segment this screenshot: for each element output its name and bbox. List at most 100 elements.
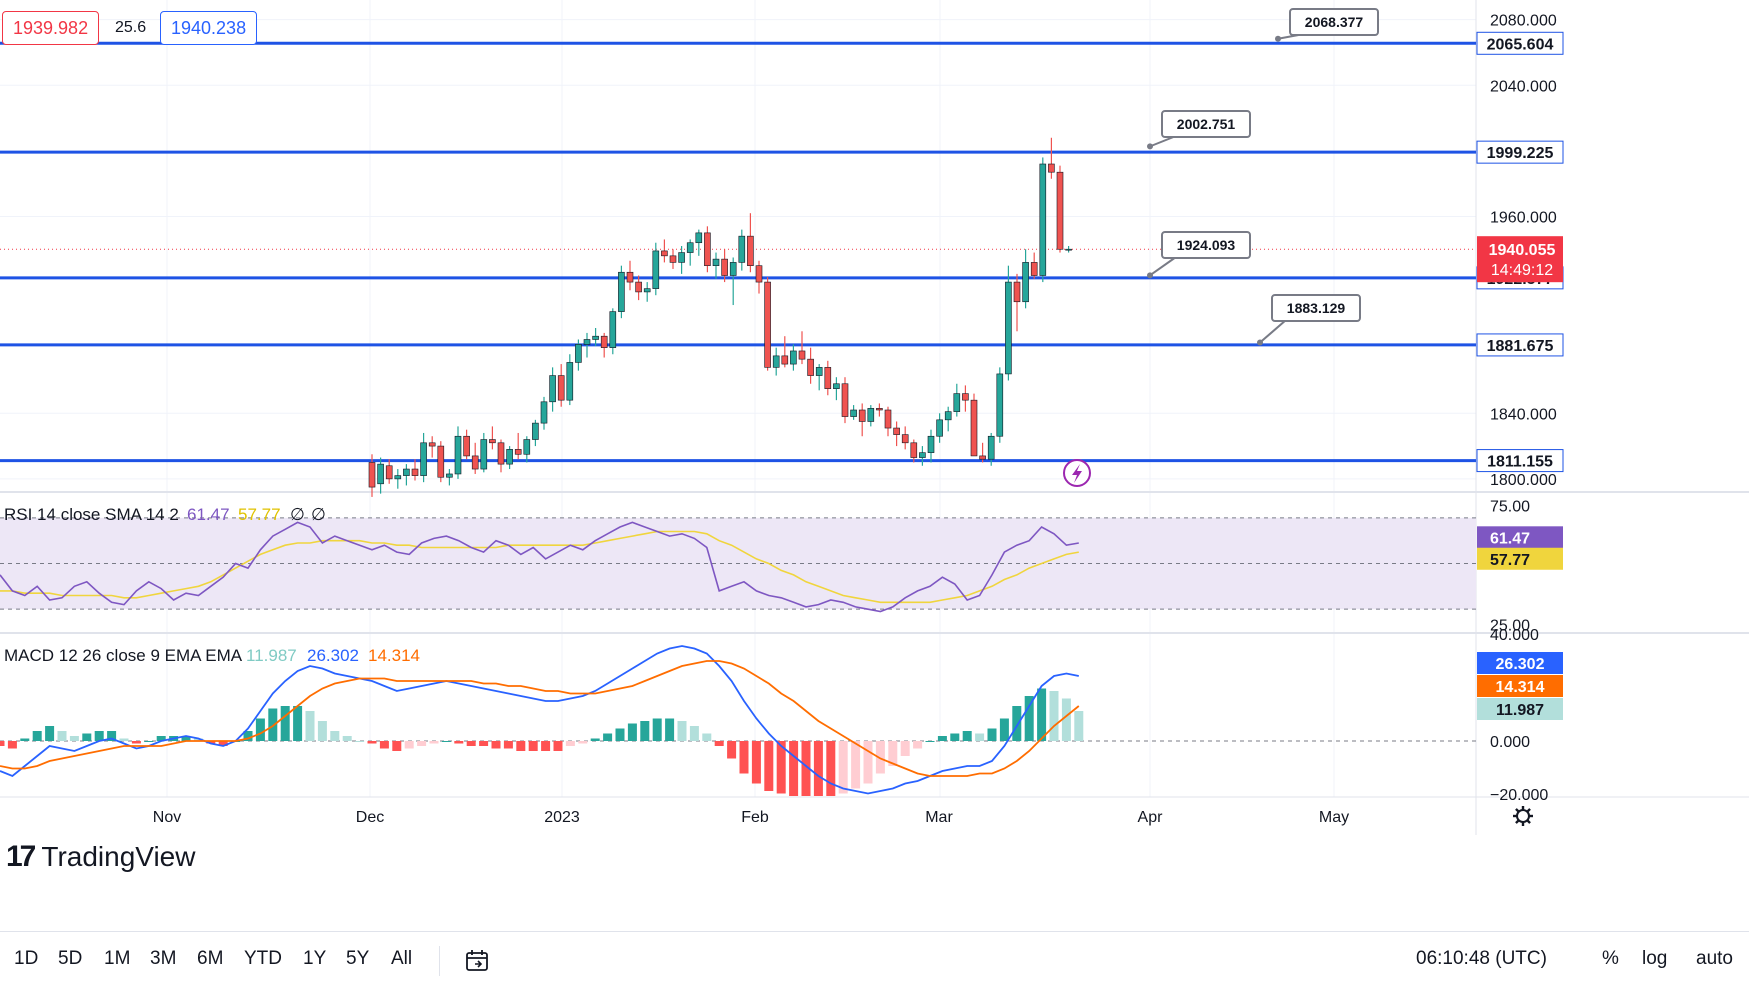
candle-body[interactable]	[532, 422, 539, 440]
candle-body[interactable]	[927, 435, 935, 453]
candle-body[interactable]	[1039, 163, 1047, 276]
candle-body[interactable]	[669, 255, 677, 263]
candle-body[interactable]	[446, 473, 453, 478]
candle-body[interactable]	[609, 311, 617, 348]
candle-body[interactable]	[850, 409, 857, 417]
candle-body[interactable]	[583, 339, 591, 345]
candle-body[interactable]	[953, 393, 961, 412]
candle-body[interactable]	[566, 362, 574, 401]
candle-body[interactable]	[523, 439, 531, 455]
candle-body[interactable]	[437, 445, 445, 478]
candle-body[interactable]	[686, 242, 694, 253]
candle-body[interactable]	[626, 271, 634, 283]
candle-body[interactable]	[678, 252, 685, 263]
chart-canvas[interactable]: 2080.000 2040.000 1960.000 1840.000 1800.000…	[0, 0, 1749, 931]
timeframe-5d[interactable]: 5D	[58, 948, 83, 969]
tradingview-logo[interactable]: 17 TradingView	[6, 840, 195, 874]
candle-body[interactable]	[815, 367, 823, 376]
candle-body[interactable]	[747, 235, 754, 266]
candle-body[interactable]	[411, 468, 419, 476]
candle-body[interactable]	[592, 335, 599, 340]
candle-body[interactable]	[403, 468, 410, 476]
log-scale-toggle[interactable]: log	[1642, 948, 1668, 969]
candle-body[interactable]	[1022, 262, 1029, 303]
candle-body[interactable]	[695, 232, 703, 244]
candle-body[interactable]	[549, 375, 556, 403]
candle-body[interactable]	[661, 250, 668, 257]
candle-body[interactable]	[1048, 163, 1055, 173]
candle-body[interactable]	[480, 439, 488, 470]
timeframe-3m[interactable]: 3M	[150, 948, 177, 969]
candle-body[interactable]	[919, 452, 926, 458]
candle-body[interactable]	[471, 455, 479, 470]
candle-body[interactable]	[738, 235, 746, 263]
candle-body[interactable]	[798, 350, 806, 360]
candle-body[interactable]	[867, 408, 875, 422]
candle-body[interactable]	[704, 232, 711, 266]
auto-scale-toggle[interactable]: auto	[1696, 948, 1733, 969]
timeframe-5y[interactable]: 5Y	[346, 948, 370, 969]
candle-body[interactable]	[1005, 281, 1012, 375]
candle-body[interactable]	[489, 439, 496, 444]
candle-body[interactable]	[506, 449, 513, 465]
candle-body[interactable]	[858, 409, 866, 422]
candle-body[interactable]	[790, 350, 797, 365]
candle-body[interactable]	[712, 258, 720, 266]
candle-body[interactable]	[824, 367, 832, 389]
candle-body[interactable]	[1065, 248, 1072, 251]
candle-body[interactable]	[979, 455, 986, 460]
bid-price-box[interactable]: 1939.982	[2, 11, 100, 45]
candle-body[interactable]	[463, 435, 470, 457]
candle-body[interactable]	[514, 449, 522, 455]
candle-body[interactable]	[368, 462, 376, 488]
candle-body[interactable]	[781, 355, 789, 365]
candle-body[interactable]	[454, 435, 462, 475]
candle-body[interactable]	[377, 463, 384, 485]
candle-body[interactable]	[833, 383, 840, 389]
candle-body[interactable]	[540, 401, 548, 424]
callout-box[interactable]	[1161, 110, 1251, 138]
calendar-range-icon[interactable]	[465, 949, 491, 973]
candle-body[interactable]	[557, 375, 565, 401]
timeframe-all[interactable]: All	[391, 948, 413, 969]
candle-body[interactable]	[1013, 281, 1021, 303]
candle-body[interactable]	[575, 344, 582, 363]
candle-body[interactable]	[841, 383, 849, 417]
candle-body[interactable]	[385, 465, 393, 480]
candle-body[interactable]	[970, 399, 978, 457]
ask-price-box[interactable]: 1940.238	[160, 11, 258, 45]
candle-body[interactable]	[884, 409, 892, 429]
candle-body[interactable]	[996, 373, 1004, 437]
candle-body[interactable]	[428, 442, 436, 447]
utc-clock[interactable]: 06:10:48 (UTC)	[1416, 948, 1547, 969]
candle-body[interactable]	[962, 393, 969, 401]
candle-body[interactable]	[618, 271, 625, 312]
timeframe-6m[interactable]: 6M	[197, 948, 224, 969]
candle-body[interactable]	[420, 442, 427, 476]
candle-body[interactable]	[600, 335, 608, 348]
callout-box[interactable]	[1271, 294, 1361, 322]
timeframe-1m[interactable]: 1M	[104, 948, 131, 969]
candle-body[interactable]	[755, 265, 763, 283]
candle-body[interactable]	[987, 435, 995, 460]
candle-body[interactable]	[1056, 171, 1064, 250]
candle-body[interactable]	[876, 408, 883, 411]
candle-body[interactable]	[910, 442, 918, 458]
timeframe-1d[interactable]: 1D	[14, 948, 39, 969]
candle-body[interactable]	[394, 475, 402, 480]
callout-box[interactable]	[1161, 231, 1251, 259]
candle-body[interactable]	[901, 434, 909, 444]
candle-body[interactable]	[893, 427, 900, 435]
candle-body[interactable]	[497, 442, 505, 465]
candle-body[interactable]	[1030, 262, 1038, 276]
candle-body[interactable]	[772, 355, 780, 368]
percent-scale-toggle[interactable]: %	[1602, 948, 1619, 969]
timeframe-1y[interactable]: 1Y	[303, 948, 327, 969]
candle-body[interactable]	[652, 250, 660, 289]
candle-body[interactable]	[807, 358, 814, 376]
gear-icon[interactable]	[1513, 806, 1533, 826]
candle-body[interactable]	[764, 281, 771, 368]
timeframe-ytd[interactable]: YTD	[244, 948, 282, 969]
candle-body[interactable]	[936, 419, 943, 437]
candle-body[interactable]	[721, 258, 728, 276]
